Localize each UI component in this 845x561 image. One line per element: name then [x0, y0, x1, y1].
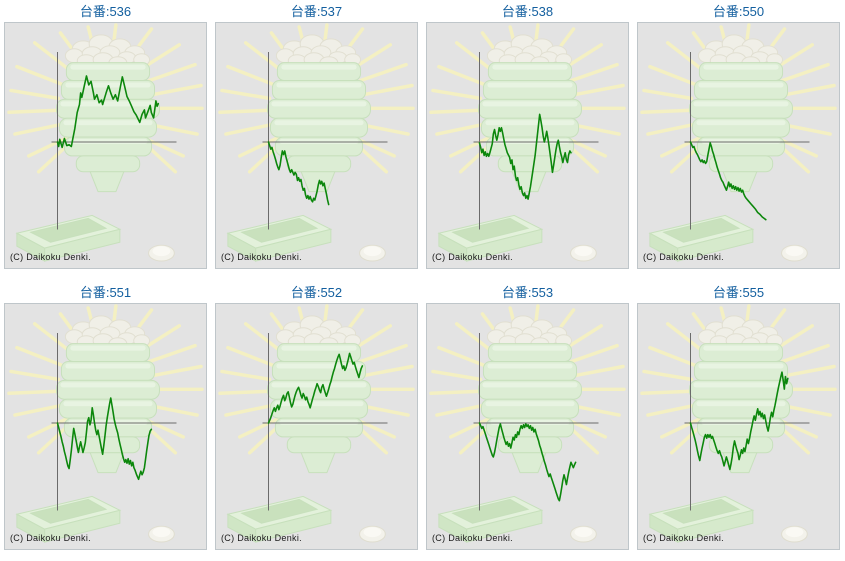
copyright-label: (C) Daikoku Denki. [643, 252, 724, 262]
machine-title-link[interactable]: 台番:551 [79, 285, 132, 300]
pachinko-watermark-icon [218, 304, 415, 544]
slump-chart-panel[interactable]: (C) Daikoku Denki. [426, 22, 629, 269]
slump-chart [218, 23, 415, 263]
copyright-label: (C) Daikoku Denki. [643, 533, 724, 543]
machine-cell: 台番:538 (C) Daikoku Denki. [426, 2, 629, 269]
slump-chart-panel[interactable]: (C) Daikoku Denki. [4, 22, 207, 269]
machine-title-link[interactable]: 台番:555 [712, 285, 765, 300]
machine-cell: 台番:536 (C) Daikoku Denki. [4, 2, 207, 269]
copyright-label: (C) Daikoku Denki. [221, 252, 302, 262]
machine-cell: 台番:552 (C) Daikoku Denki. [215, 283, 418, 550]
machine-title-link[interactable]: 台番:553 [501, 285, 554, 300]
pachinko-watermark-icon [640, 304, 837, 544]
pachinko-watermark-icon [429, 23, 626, 263]
slump-line-series [56, 75, 160, 149]
slump-chart-panel[interactable]: (C) Daikoku Denki. [637, 22, 840, 269]
copyright-label: (C) Daikoku Denki. [432, 252, 513, 262]
slump-line-series [267, 141, 330, 206]
slump-line-series [56, 397, 153, 481]
slump-chart [640, 304, 837, 544]
pachinko-watermark-icon [640, 23, 837, 263]
machine-title-link[interactable]: 台番:537 [290, 4, 343, 19]
copyright-label: (C) Daikoku Denki. [432, 533, 513, 543]
machine-title-link[interactable]: 台番:538 [501, 4, 554, 19]
slump-chart [640, 23, 837, 263]
slump-line-series [689, 371, 789, 471]
slump-chart-panel[interactable]: (C) Daikoku Denki. [215, 303, 418, 550]
slump-line-series [689, 141, 767, 221]
machine-cell: 台番:550 (C) Daikoku Denki. [637, 2, 840, 269]
slump-chart-panel[interactable]: (C) Daikoku Denki. [215, 22, 418, 269]
machine-title-link[interactable]: 台番:536 [79, 4, 132, 19]
machine-cell: 台番:537 (C) Daikoku Denki. [215, 2, 418, 269]
slump-line-series [267, 352, 364, 424]
copyright-label: (C) Daikoku Denki. [10, 252, 91, 262]
slump-chart [7, 23, 204, 263]
slump-line-series [478, 113, 572, 200]
pachinko-watermark-icon [218, 23, 415, 263]
pachinko-watermark-icon [7, 23, 204, 263]
machine-title-link[interactable]: 台番:550 [712, 4, 765, 19]
machine-title-link[interactable]: 台番:552 [290, 285, 343, 300]
slump-chart-panel[interactable]: (C) Daikoku Denki. [426, 303, 629, 550]
slump-chart-panel[interactable]: (C) Daikoku Denki. [637, 303, 840, 550]
pachinko-watermark-icon [7, 304, 204, 544]
slump-line-series [478, 422, 577, 502]
copyright-label: (C) Daikoku Denki. [10, 533, 91, 543]
slump-chart [7, 304, 204, 544]
slump-chart [429, 23, 626, 263]
machine-cell: 台番:555 (C) Daikoku Denki. [637, 283, 840, 550]
pachinko-watermark-icon [429, 304, 626, 544]
slump-chart-panel[interactable]: (C) Daikoku Denki. [4, 303, 207, 550]
machine-cell: 台番:553 (C) Daikoku Denki. [426, 283, 629, 550]
machine-cell: 台番:551 (C) Daikoku Denki. [4, 283, 207, 550]
copyright-label: (C) Daikoku Denki. [221, 533, 302, 543]
slump-chart [429, 304, 626, 544]
slump-chart [218, 304, 415, 544]
